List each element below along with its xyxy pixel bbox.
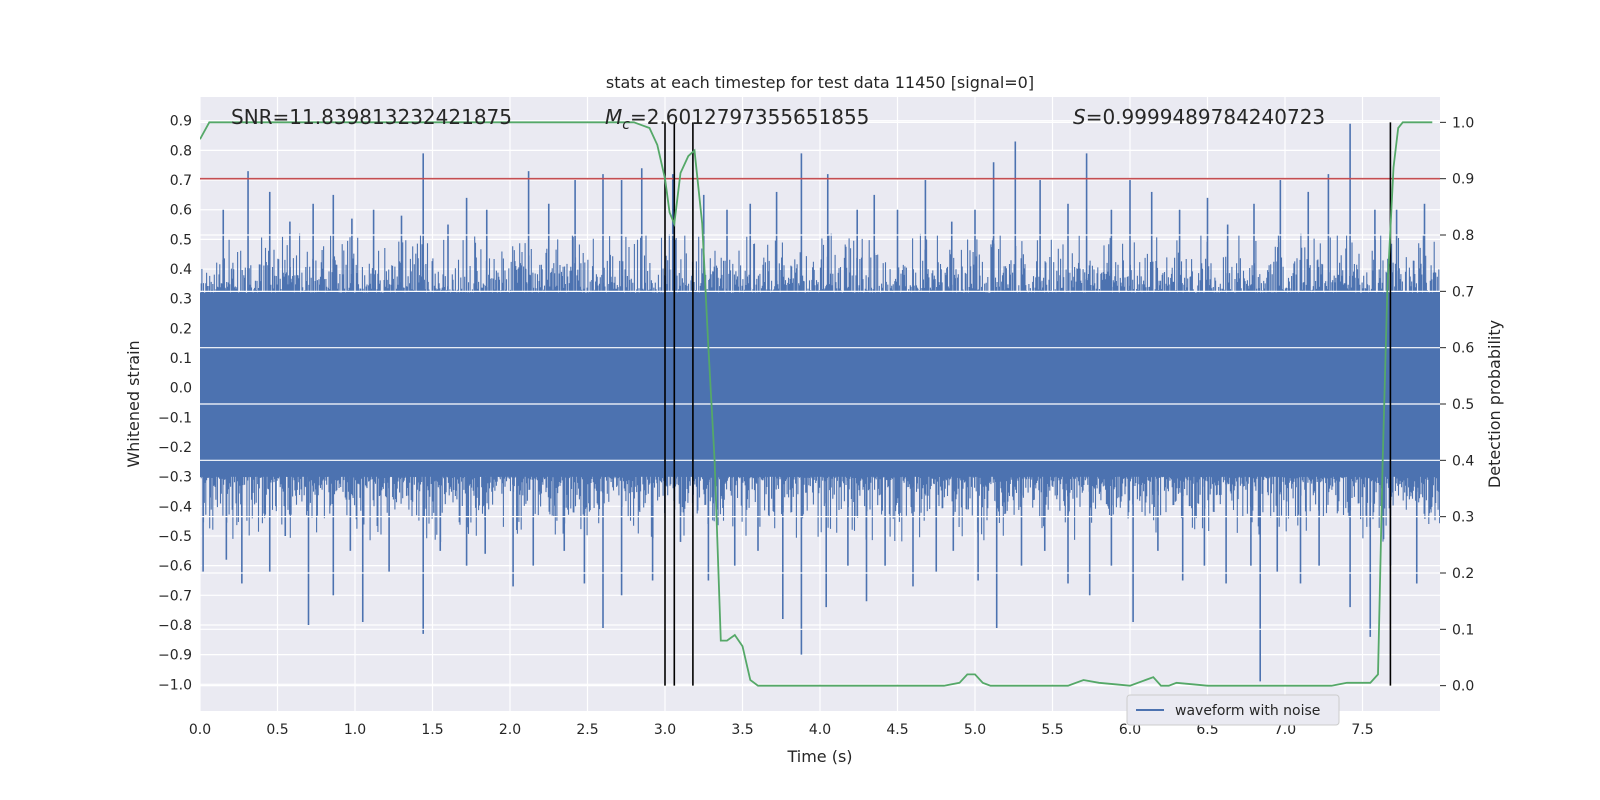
y-left-tick-label: 0.4 — [170, 262, 192, 278]
score-annotation: S=0.9999489784240723 — [1073, 105, 1325, 129]
y-left-tick-label: −0.2 — [158, 440, 192, 456]
x-axis-ticks: 0.0 0.5 1.0 1.5 2.0 2.5 3.0 3.5 4.0 4.5 5.0 5.5 6.0 6… — [189, 722, 1374, 738]
x-tick-label: 4.5 — [886, 722, 908, 738]
x-tick-label: 3.0 — [654, 722, 676, 738]
y-left-tick-label: −0.9 — [158, 648, 192, 664]
waveform-series — [200, 123, 1440, 682]
x-tick-label: 0.5 — [266, 722, 288, 738]
y-left-axis-ticks: 0.9 0.8 0.7 0.6 0.5 0.4 0.3 0.2 0.1 0.0 −0.1 −0.2 −0… — [158, 114, 192, 694]
y-right-tick-label: 0.9 — [1452, 172, 1474, 188]
chirp-mass-annotation: Mc=2.6012797355651855 — [605, 105, 869, 133]
y-left-tick-label: −1.0 — [158, 677, 192, 693]
x-tick-label: 1.0 — [344, 722, 366, 738]
x-tick-label: 6.0 — [1119, 722, 1141, 738]
y-left-tick-label: −0.7 — [158, 588, 192, 604]
y-right-axis-label: Detection probability — [1485, 320, 1504, 488]
snr-annotation: SNR=11.839813232421875 — [231, 105, 512, 129]
y-left-tick-label: −0.4 — [158, 499, 192, 515]
y-left-axis-label: Whitened strain — [124, 340, 143, 467]
x-tick-label: 1.5 — [421, 722, 443, 738]
x-tick-label: 7.0 — [1274, 722, 1296, 738]
legend: waveform with noise — [1126, 694, 1340, 726]
y-left-tick-label: 0.1 — [170, 351, 192, 367]
y-left-tick-label: −0.1 — [158, 410, 192, 426]
legend-box — [1126, 694, 1340, 726]
legend-label: waveform with noise — [1175, 703, 1320, 719]
y-left-tick-label: 0.9 — [170, 114, 192, 130]
x-tick-label: 6.5 — [1196, 722, 1218, 738]
y-left-tick-label: 0.2 — [170, 321, 192, 337]
y-right-tick-label: 0.1 — [1452, 622, 1474, 638]
y-right-tick-label: 1.0 — [1452, 115, 1474, 131]
y-left-tick-label: 0.3 — [170, 292, 192, 308]
y-left-tick-label: 0.6 — [170, 203, 192, 219]
y-left-tick-label: 0.0 — [170, 381, 192, 397]
y-right-tick-label: 0.0 — [1452, 679, 1474, 695]
y-left-tick-label: 0.7 — [170, 173, 192, 189]
y-left-tick-label: −0.3 — [158, 470, 192, 486]
y-right-tick-label: 0.3 — [1452, 510, 1474, 526]
y-right-tick-label: 0.4 — [1452, 453, 1474, 469]
y-right-axis-ticks: 1.0 0.9 0.8 0.7 0.6 0.5 0.4 0.3 0.2 0.1 0.0 — [1440, 115, 1474, 695]
x-tick-label: 0.0 — [189, 722, 211, 738]
y-left-tick-label: 0.5 — [170, 232, 192, 248]
y-right-tick-label: 0.7 — [1452, 284, 1474, 300]
detection-probability-line — [200, 121, 1433, 687]
x-tick-label: 5.0 — [964, 722, 986, 738]
y-left-tick-label: −0.8 — [158, 618, 192, 634]
waveform-trace — [200, 233, 1440, 542]
chart-title: stats at each timestep for test data 114… — [606, 73, 1034, 92]
y-left-tick-label: −0.6 — [158, 559, 192, 575]
y-right-tick-label: 0.2 — [1452, 566, 1474, 582]
x-tick-label: 5.5 — [1041, 722, 1063, 738]
y-right-tick-label: 0.8 — [1452, 228, 1474, 244]
y-right-tick-label: 0.6 — [1452, 341, 1474, 357]
x-tick-label: 7.5 — [1351, 722, 1373, 738]
x-tick-label: 3.5 — [731, 722, 753, 738]
y-left-tick-label: −0.5 — [158, 529, 192, 545]
x-tick-label: 2.5 — [576, 722, 598, 738]
x-tick-label: 2.0 — [499, 722, 521, 738]
y-left-tick-label: 0.8 — [170, 143, 192, 159]
overlays — [200, 121, 1440, 687]
y-right-tick-label: 0.5 — [1452, 397, 1474, 413]
x-axis-label: Time (s) — [786, 747, 852, 766]
x-tick-label: 4.0 — [809, 722, 831, 738]
